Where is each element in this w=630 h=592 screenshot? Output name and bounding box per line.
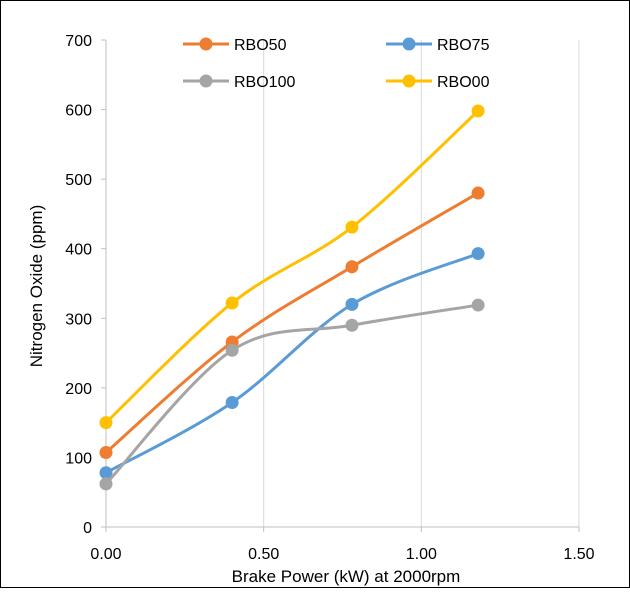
legend-item-rbo50: RBO50 bbox=[183, 37, 287, 54]
data-point-rbo00 bbox=[345, 220, 359, 234]
legend-item-rbo00: RBO00 bbox=[386, 74, 490, 91]
x-tick-label: 1.50 bbox=[563, 546, 594, 563]
legend-item-rbo100: RBO100 bbox=[183, 74, 295, 91]
legend-swatch-marker bbox=[402, 74, 416, 88]
legend-item-rbo75: RBO75 bbox=[386, 37, 490, 54]
series-rbo50 bbox=[99, 186, 485, 460]
series-rbo75 bbox=[99, 247, 485, 480]
data-point-rbo50 bbox=[99, 446, 113, 460]
series-line-rbo100 bbox=[104, 303, 479, 485]
legend-swatch-marker bbox=[199, 37, 213, 51]
data-point-rbo00 bbox=[99, 416, 113, 430]
legend-label: RBO100 bbox=[234, 74, 295, 91]
data-point-rbo50 bbox=[345, 260, 359, 274]
y-tick-label: 0 bbox=[83, 520, 92, 537]
legend-label: RBO75 bbox=[437, 37, 490, 54]
series-rbo100 bbox=[99, 298, 485, 491]
series-layer bbox=[99, 104, 485, 491]
y-tick-label: 600 bbox=[65, 103, 92, 120]
data-point-rbo00 bbox=[471, 104, 485, 118]
legend-swatch-marker bbox=[402, 37, 416, 51]
data-point-rbo00 bbox=[225, 296, 239, 310]
data-point-rbo75 bbox=[225, 395, 239, 409]
series-line-rbo00 bbox=[104, 109, 480, 424]
x-tick-label: 1.00 bbox=[406, 546, 437, 563]
y-tick-label: 100 bbox=[65, 450, 92, 467]
data-point-rbo50 bbox=[471, 186, 485, 200]
series-line-rbo75 bbox=[105, 252, 479, 475]
data-point-rbo100 bbox=[471, 298, 485, 312]
axes: 0 100 200 300 400 500 600 700 0.00 0.50 1.00 1.50 bbox=[65, 33, 594, 563]
data-point-rbo75 bbox=[99, 466, 113, 480]
y-tick-label: 700 bbox=[65, 33, 92, 50]
data-point-rbo75 bbox=[471, 247, 485, 261]
y-tick-label: 200 bbox=[65, 381, 92, 398]
data-point-rbo100 bbox=[225, 343, 239, 357]
legend-label: RBO00 bbox=[437, 74, 490, 91]
data-point-rbo100 bbox=[99, 477, 113, 491]
series-rbo00 bbox=[99, 104, 485, 430]
y-axis-title: Nitrogen Oxide (ppm) bbox=[27, 205, 46, 368]
y-tick-label: 400 bbox=[65, 242, 92, 259]
x-axis-title: Brake Power (kW) at 2000rpm bbox=[232, 567, 461, 586]
data-point-rbo75 bbox=[345, 297, 359, 311]
legend: RBO50 RBO75 RBO100 RBO00 bbox=[183, 37, 490, 91]
y-tick-label: 500 bbox=[65, 172, 92, 189]
data-point-rbo100 bbox=[345, 318, 359, 332]
x-tick-label: 0.00 bbox=[90, 546, 121, 563]
series-line-rbo50 bbox=[105, 191, 479, 454]
x-tick-label: 0.50 bbox=[248, 546, 279, 563]
legend-swatch-marker bbox=[199, 74, 213, 88]
grid-lines bbox=[263, 40, 580, 527]
y-tick-label: 300 bbox=[65, 311, 92, 328]
legend-label: RBO50 bbox=[234, 37, 287, 54]
